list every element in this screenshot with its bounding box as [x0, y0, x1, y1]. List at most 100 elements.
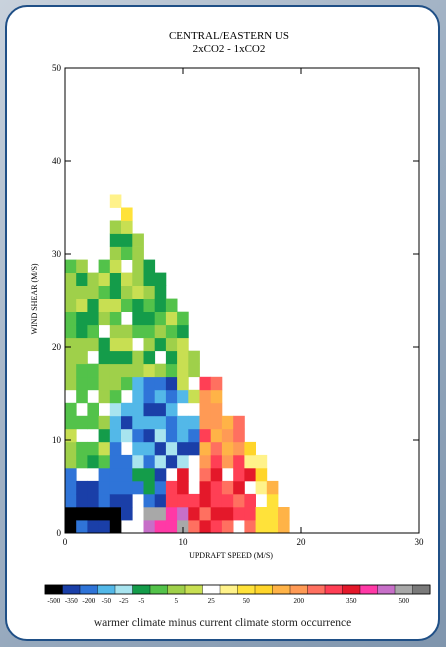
heatmap-cell	[132, 389, 144, 404]
heatmap-cell	[98, 389, 111, 404]
heatmap-cell	[109, 467, 122, 482]
heatmap-cell	[165, 428, 178, 443]
heatmap-cell	[199, 415, 212, 430]
heatmap-cell	[165, 480, 178, 495]
colorbar-swatch	[272, 584, 291, 595]
heatmap-cell	[143, 324, 156, 339]
heatmap-cell	[266, 507, 279, 521]
heatmap-cell	[87, 493, 99, 508]
heatmap-cell	[154, 493, 167, 508]
heatmap-cell	[76, 441, 88, 456]
heatmap-cell	[109, 480, 122, 495]
heatmap-cell	[199, 402, 212, 417]
colorbar-swatch	[237, 584, 256, 595]
heatmap-cell	[109, 194, 122, 208]
heatmap-cell	[121, 207, 133, 221]
heatmap-cell	[143, 389, 156, 404]
heatmap-cell	[98, 337, 111, 352]
heatmap-cell	[255, 480, 268, 495]
heatmap-cell	[76, 363, 88, 378]
colorbar-swatch	[412, 584, 431, 595]
heatmap-cell	[76, 415, 88, 430]
heatmap-cell	[154, 467, 167, 482]
heatmap-cell	[87, 311, 99, 326]
y-tick-label: 50	[52, 63, 62, 73]
heatmap-cell	[278, 520, 290, 534]
heatmap-cell	[98, 467, 111, 482]
heatmap-cell	[65, 428, 77, 443]
heatmap-cell	[244, 520, 256, 534]
heatmap-cell	[177, 467, 189, 482]
heatmap-cell	[109, 507, 122, 521]
colorbar-swatch	[202, 584, 221, 595]
heatmap-cell	[177, 441, 189, 456]
heatmap-cell	[154, 520, 167, 534]
heatmap-cell	[98, 285, 111, 299]
heatmap-cell	[132, 350, 144, 365]
heatmap-cell	[177, 311, 189, 326]
heatmap-cell	[65, 324, 77, 339]
heatmap-cell	[154, 402, 167, 417]
heatmap-cell	[199, 428, 212, 443]
heatmap-cell	[177, 389, 189, 404]
heatmap-cell	[65, 337, 77, 352]
heatmap-cell	[255, 520, 268, 534]
heatmap-cell	[143, 259, 156, 273]
heatmap-cell	[132, 285, 144, 299]
colorbar-swatch	[219, 584, 238, 595]
heatmap-cell	[143, 350, 156, 365]
heatmap-cell	[188, 441, 200, 456]
colorbar-label: -500	[47, 597, 60, 605]
heatmap-cell	[121, 246, 133, 260]
heatmap-cell	[177, 520, 189, 534]
heatmap-cell	[98, 298, 111, 312]
colorbar-swatch	[167, 584, 186, 595]
heatmap-cell	[109, 441, 122, 456]
heatmap-cell	[210, 376, 223, 391]
heatmap-cell	[210, 402, 223, 417]
heatmap-cell	[143, 507, 156, 521]
heatmap-cell	[76, 285, 88, 299]
y-tick-label: 0	[57, 528, 62, 538]
x-axis: 0 10 20 30	[63, 68, 424, 547]
heatmap-cell	[76, 350, 88, 365]
heatmap-cell	[221, 454, 234, 469]
heatmap-cell	[233, 507, 245, 521]
heatmap-cell	[121, 337, 133, 352]
chart-title: CENTRAL/EASTERN US	[169, 30, 289, 42]
heatmap-cell	[132, 454, 144, 469]
heatmap-cell	[132, 467, 144, 482]
heatmap-cell	[255, 507, 268, 521]
heatmap-cell	[121, 220, 133, 234]
heatmap-cell	[109, 402, 122, 417]
heatmap-cell	[177, 337, 189, 352]
heatmap-cell	[87, 480, 99, 495]
heatmap-cell	[143, 415, 156, 430]
x-tick-label: 30	[415, 537, 425, 547]
heatmap-cell	[143, 428, 156, 443]
heatmap-cell	[76, 520, 88, 534]
heatmap-cell	[165, 337, 178, 352]
heatmap-cell	[143, 272, 156, 286]
heatmap-cell	[98, 259, 111, 273]
heatmap-cell	[143, 454, 156, 469]
colorbar-label: 500	[399, 597, 410, 605]
heatmap-cell	[109, 272, 122, 286]
heatmap-cell	[266, 520, 279, 534]
heatmap-cell	[121, 233, 133, 247]
heatmap-cell	[87, 272, 99, 286]
heatmap-cell	[165, 402, 178, 417]
colorbar: -500 -350 -200 -50 -25 -5 5 25 50 200 350 500	[44, 584, 431, 605]
colorbar-label: 50	[243, 597, 251, 605]
heatmap-cell	[221, 480, 234, 495]
heatmap-cell	[199, 454, 212, 469]
heatmap-cell	[87, 507, 99, 521]
heatmap-cell	[188, 389, 200, 404]
colorbar-swatch	[132, 584, 151, 595]
heatmap-cell	[154, 389, 167, 404]
heatmap-cells	[65, 194, 290, 534]
heatmap-cell	[177, 493, 189, 508]
heatmap-cell	[143, 467, 156, 482]
heatmap-cell	[87, 376, 99, 391]
heatmap-cell	[65, 350, 77, 365]
